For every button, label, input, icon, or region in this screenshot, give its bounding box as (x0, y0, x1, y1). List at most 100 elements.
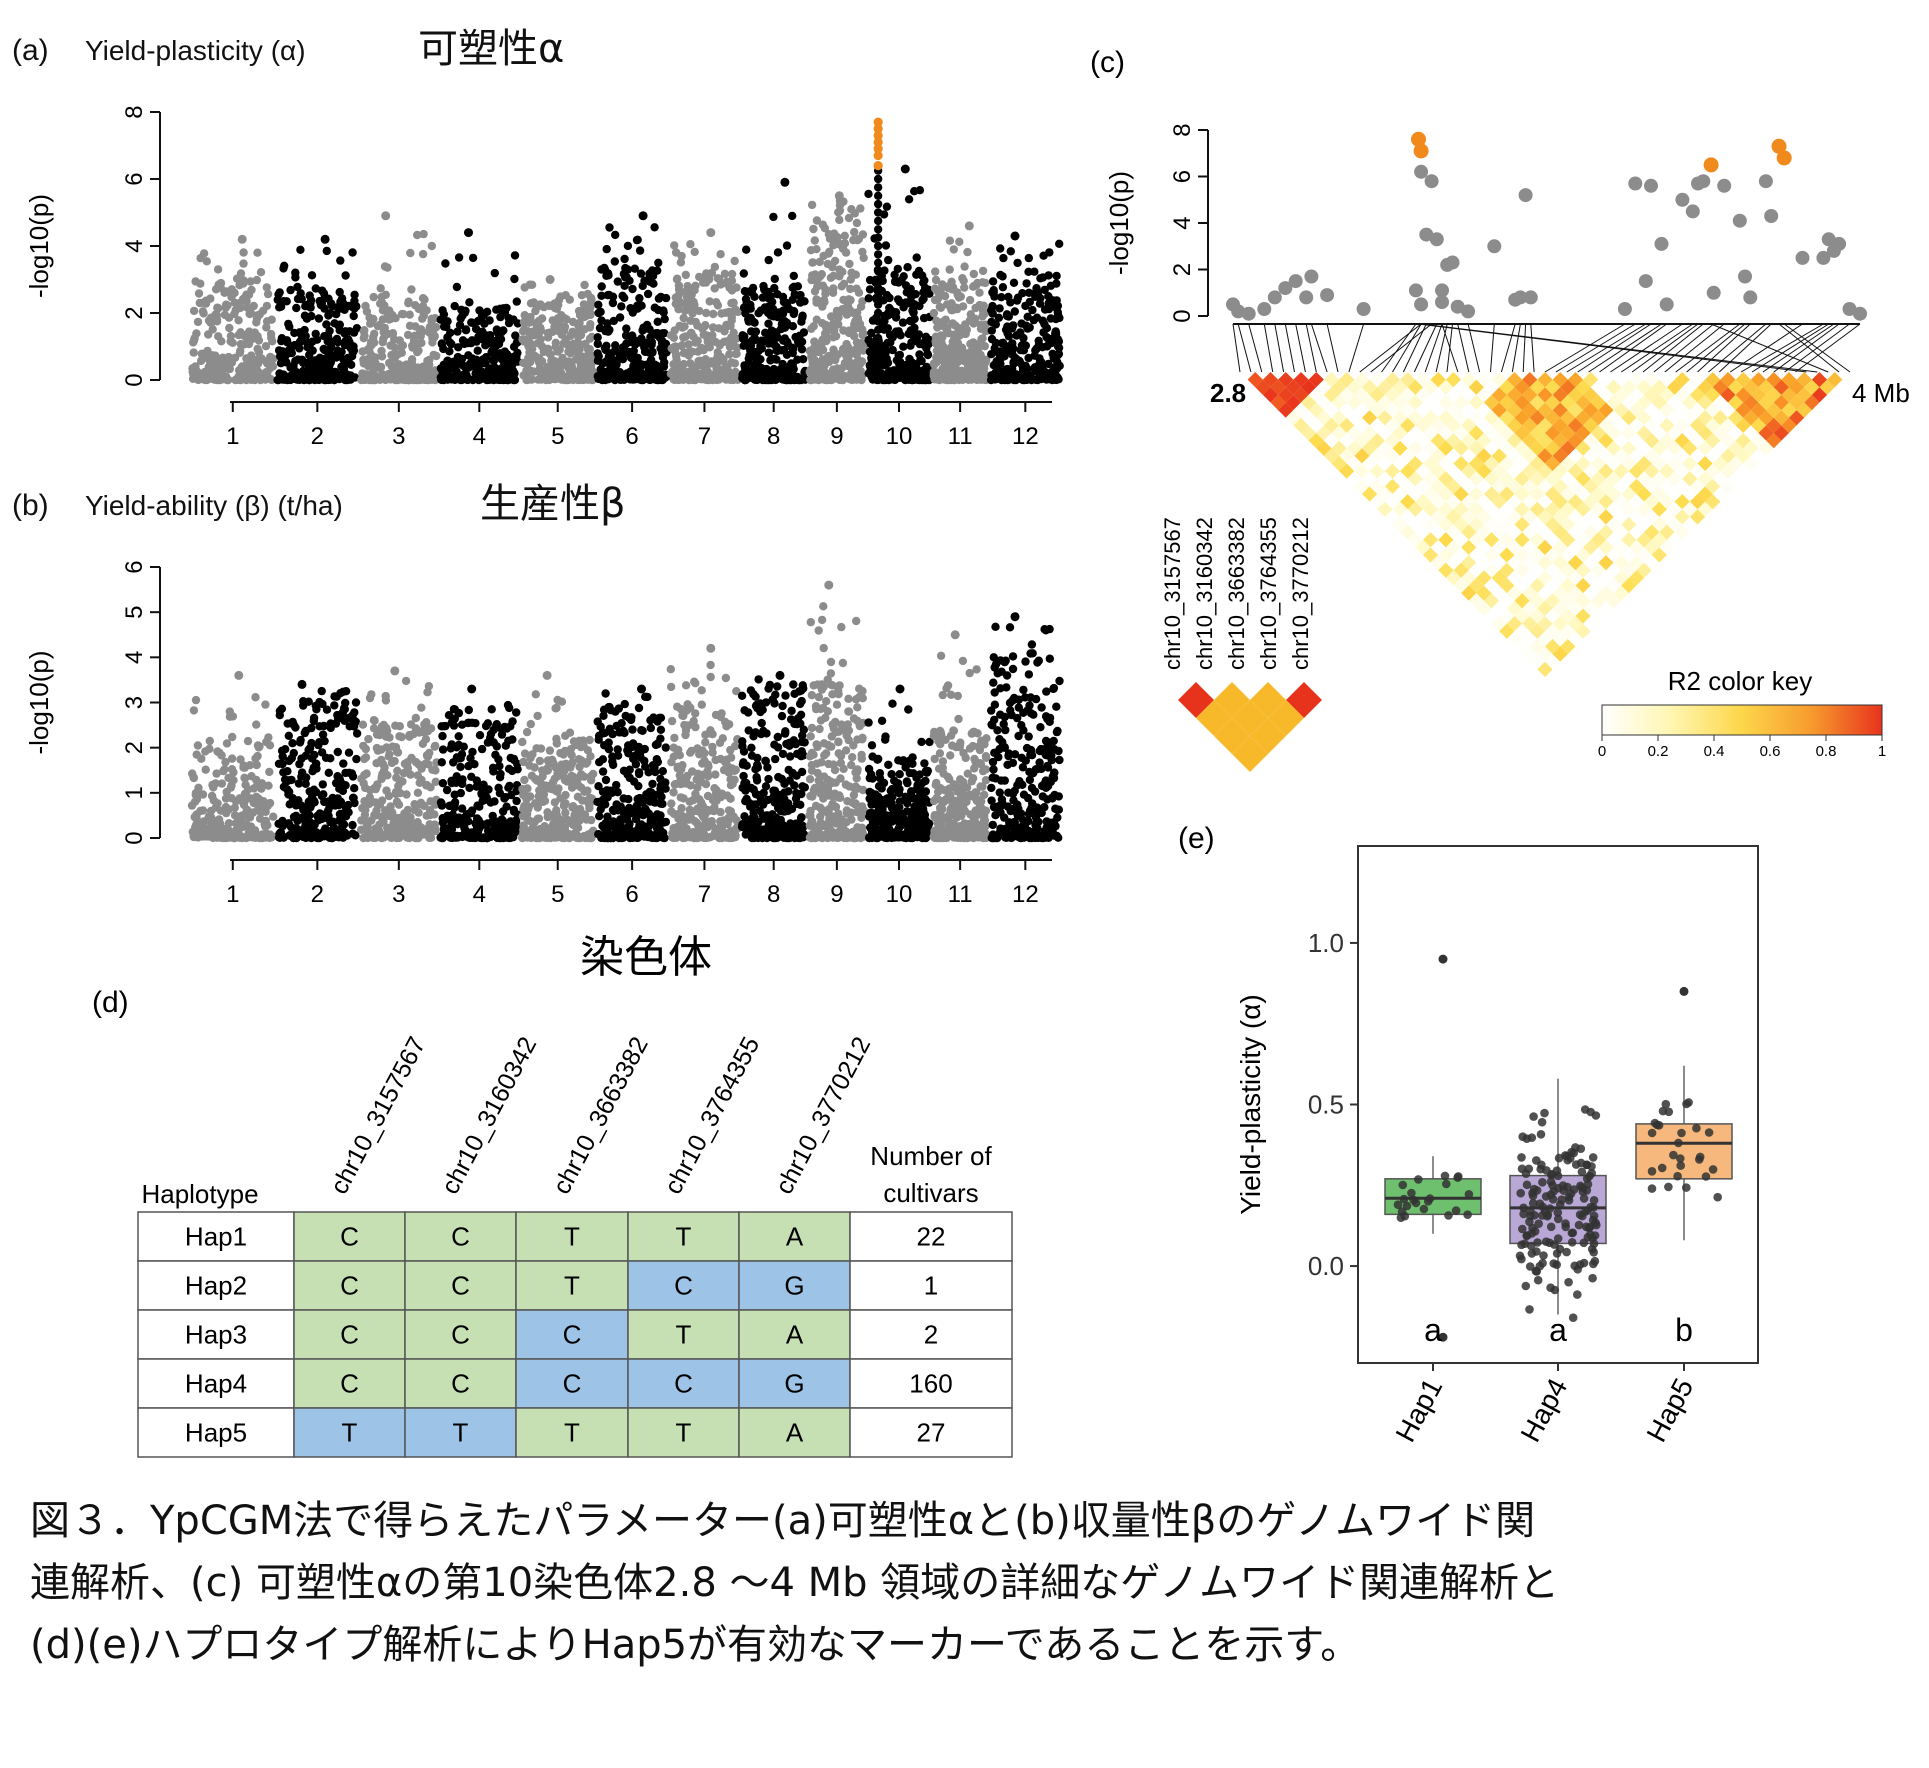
point (633, 794, 642, 804)
point (1016, 345, 1025, 355)
point (381, 696, 391, 705)
point (611, 373, 620, 382)
point (1027, 375, 1036, 385)
point (585, 801, 594, 810)
point (821, 331, 830, 341)
point (262, 283, 271, 292)
point (701, 275, 710, 284)
point (468, 253, 478, 263)
point (309, 713, 319, 723)
point (671, 299, 680, 308)
point (1013, 258, 1022, 268)
point (520, 325, 529, 334)
point (605, 366, 614, 376)
point (1034, 340, 1044, 349)
y-tick-label: 0 (121, 831, 148, 844)
point (552, 739, 561, 748)
point (348, 248, 357, 257)
point (814, 298, 823, 307)
point (1053, 351, 1063, 360)
point (228, 712, 238, 721)
point (727, 299, 736, 308)
point (453, 327, 462, 336)
point (339, 712, 348, 722)
point (918, 295, 927, 305)
point (1036, 274, 1045, 283)
point (738, 331, 747, 340)
point (831, 354, 840, 363)
point (994, 370, 1003, 380)
point (758, 293, 768, 302)
point (204, 362, 213, 372)
point (477, 744, 487, 754)
point (1042, 333, 1051, 342)
point (838, 267, 847, 276)
point (988, 301, 997, 311)
point (512, 708, 521, 717)
point (653, 266, 662, 275)
point (365, 356, 374, 366)
point (467, 318, 476, 327)
point (262, 301, 272, 311)
point (360, 810, 370, 819)
point (414, 375, 424, 385)
point (302, 300, 311, 310)
point (929, 308, 939, 318)
peak-point (545, 275, 555, 284)
point (400, 809, 409, 818)
point (809, 224, 818, 234)
point (305, 340, 314, 349)
point (328, 833, 337, 843)
point (854, 288, 864, 297)
point (627, 337, 636, 347)
y-tick-label: 8 (121, 105, 148, 118)
point (611, 358, 620, 368)
point (651, 740, 661, 750)
point (943, 366, 953, 375)
point (756, 306, 765, 315)
point (218, 833, 227, 842)
point (426, 724, 436, 733)
point (490, 268, 499, 278)
point (1018, 289, 1027, 298)
point (206, 294, 215, 303)
point (350, 373, 360, 382)
point (370, 338, 379, 347)
point (873, 208, 883, 217)
point (428, 333, 437, 343)
point (618, 728, 627, 737)
point (797, 317, 806, 326)
point (239, 279, 248, 288)
point (292, 303, 301, 313)
point (299, 825, 308, 834)
point (495, 827, 504, 837)
point (193, 374, 202, 383)
point (1006, 247, 1015, 256)
point (644, 792, 653, 802)
point (710, 262, 720, 272)
point (906, 341, 915, 350)
point (459, 742, 468, 751)
point (565, 833, 574, 842)
point (235, 833, 244, 842)
peak-point (542, 670, 552, 680)
point (806, 246, 816, 255)
point (930, 368, 939, 377)
y-tick-label: 2 (121, 741, 148, 754)
point (651, 791, 660, 800)
point (374, 826, 384, 835)
point (367, 832, 377, 841)
point (413, 788, 423, 797)
point (560, 313, 569, 323)
point (406, 248, 415, 258)
point (411, 724, 421, 733)
point (525, 280, 535, 289)
point (519, 789, 528, 798)
x-tick-label: 7 (698, 423, 711, 450)
point (773, 248, 783, 257)
point (916, 373, 925, 382)
point (224, 359, 233, 368)
point (553, 815, 563, 824)
point (850, 209, 859, 218)
point (486, 729, 496, 739)
